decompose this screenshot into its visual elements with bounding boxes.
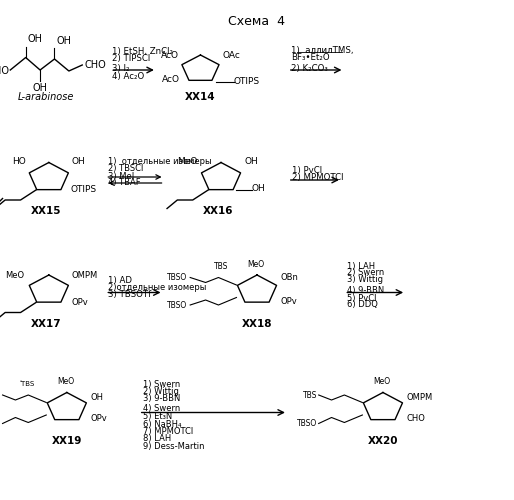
Text: 4) TBAF: 4) TBAF [108, 178, 140, 188]
Text: OH: OH [72, 157, 86, 166]
Text: 2) TIPSCl: 2) TIPSCl [112, 54, 150, 63]
Text: 2) MPMOTCl: 2) MPMOTCl [292, 173, 343, 182]
Text: AcO: AcO [161, 50, 179, 59]
Text: OH: OH [90, 393, 103, 402]
Text: CHO: CHO [85, 60, 106, 70]
Text: 2) Swern: 2) Swern [347, 268, 384, 278]
Text: Схема  4: Схема 4 [229, 15, 285, 28]
Text: TBSO: TBSO [168, 300, 188, 310]
Text: 4) 9-BBN: 4) 9-BBN [347, 286, 384, 296]
Text: 2) Wittig: 2) Wittig [143, 387, 179, 396]
Text: OTIPS: OTIPS [70, 186, 97, 194]
Text: OPv: OPv [72, 298, 89, 307]
Text: 7) MPMOTCl: 7) MPMOTCl [143, 427, 193, 436]
Text: OH: OH [56, 36, 71, 46]
Text: XX17: XX17 [31, 319, 62, 329]
Text: OAc: OAc [222, 50, 240, 59]
Text: 3) Wittig: 3) Wittig [347, 276, 383, 284]
Text: TBS: TBS [303, 390, 317, 400]
Text: 3) TBSOTf: 3) TBSOTf [108, 290, 151, 300]
Text: OTIPS: OTIPS [234, 77, 260, 86]
Text: OPv: OPv [90, 414, 107, 423]
Text: BF₃•Et₂O: BF₃•Et₂O [291, 52, 330, 62]
Text: 1) Swern: 1) Swern [143, 380, 180, 388]
Text: MeO: MeO [57, 378, 75, 386]
Text: CHO: CHO [407, 414, 426, 423]
Text: OH: OH [27, 34, 42, 44]
Text: 6) DDQ: 6) DDQ [347, 300, 378, 310]
Text: 1) AD: 1) AD [108, 276, 132, 284]
Text: HO: HO [12, 157, 26, 166]
Text: AcO: AcO [162, 76, 180, 84]
Text: OBn: OBn [281, 273, 299, 282]
Text: OH: OH [32, 83, 48, 93]
Text: MeO: MeO [247, 260, 265, 269]
Text: MeO: MeO [5, 270, 24, 280]
Text: XX15: XX15 [31, 206, 62, 216]
Text: 5) PvCl: 5) PvCl [347, 294, 377, 302]
Text: 3) I₂: 3) I₂ [112, 64, 130, 74]
Text: 9) Dess-Martin: 9) Dess-Martin [143, 442, 205, 451]
Text: OPv: OPv [281, 296, 298, 306]
Text: OH: OH [252, 184, 266, 193]
Text: 1) EtSH, ZnCl₂: 1) EtSH, ZnCl₂ [112, 47, 173, 56]
Text: 1)  аллилTMS,: 1) аллилTMS, [291, 46, 354, 54]
Text: 3) MeI: 3) MeI [108, 172, 134, 180]
Text: 6) NaBH₄: 6) NaBH₄ [143, 420, 181, 428]
Text: 2)отдельные изомеры: 2)отдельные изомеры [108, 283, 206, 292]
Text: 3) 9-BBN: 3) 9-BBN [143, 394, 180, 404]
Text: OMPM: OMPM [72, 270, 98, 280]
Text: 1) LAH: 1) LAH [347, 262, 376, 270]
Text: HO: HO [0, 66, 9, 76]
Text: TBS: TBS [214, 262, 228, 271]
Text: 1) PvCl: 1) PvCl [292, 166, 322, 174]
Text: 4) Swern: 4) Swern [143, 404, 180, 413]
Text: MeO: MeO [373, 378, 391, 386]
Text: OMPM: OMPM [407, 393, 433, 402]
Text: L-arabinose: L-arabinose [18, 92, 75, 102]
Text: TBSO: TBSO [168, 273, 188, 282]
Text: TBS: TBS [0, 390, 1, 400]
Text: TBSO: TBSO [0, 419, 1, 428]
Text: 5) Et₃N: 5) Et₃N [143, 412, 172, 421]
Text: 2) K₂CO₃: 2) K₂CO₃ [291, 64, 328, 74]
Text: TBSO: TBSO [297, 419, 317, 428]
Text: XX19: XX19 [51, 436, 82, 446]
Text: MeO: MeO [177, 157, 198, 166]
Text: XX14: XX14 [185, 92, 216, 102]
Text: XX20: XX20 [368, 436, 398, 446]
Text: XX16: XX16 [203, 206, 234, 216]
Text: OH: OH [244, 157, 258, 166]
Text: 1)  отдельные изомеры: 1) отдельные изомеры [108, 156, 212, 166]
Text: 8) LAH: 8) LAH [143, 434, 171, 444]
Text: ʹTBS: ʹTBS [19, 382, 34, 388]
Text: 4) Ac₂O: 4) Ac₂O [112, 72, 144, 80]
Text: XX18: XX18 [242, 319, 272, 329]
Text: 2) TBSCl: 2) TBSCl [108, 164, 143, 173]
